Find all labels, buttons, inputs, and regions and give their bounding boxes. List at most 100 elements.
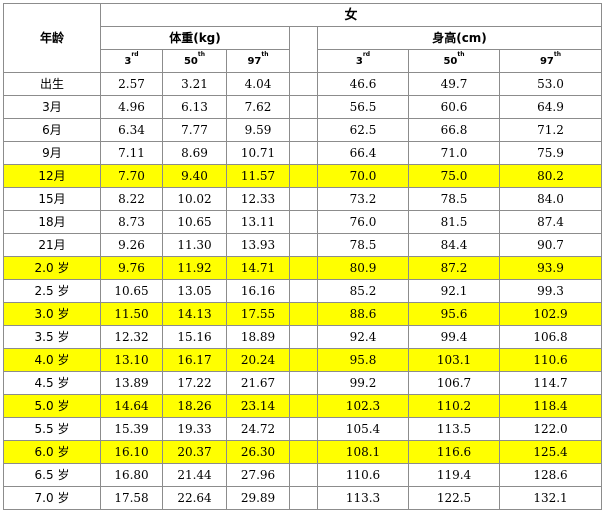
weight-p3-cell: 13.10 bbox=[100, 348, 163, 372]
gap-cell bbox=[289, 279, 318, 303]
weight-p97-cell: 11.57 bbox=[226, 164, 290, 188]
age-cell: 6.5 岁 bbox=[3, 463, 101, 487]
gap-header bbox=[289, 26, 318, 73]
height-p3-cell: 80.9 bbox=[317, 256, 409, 280]
weight-p50-cell: 6.13 bbox=[162, 95, 227, 119]
age-cell: 3.5 岁 bbox=[3, 325, 101, 349]
weight-header: 体重(kg) bbox=[100, 26, 290, 50]
age-cell: 5.0 岁 bbox=[3, 394, 101, 418]
weight-p3-cell: 9.26 bbox=[100, 233, 163, 257]
height-p3-header: 3rd bbox=[317, 49, 409, 73]
height-p97-cell: 64.9 bbox=[498, 95, 603, 119]
weight-p97-cell: 12.33 bbox=[226, 187, 290, 211]
table-row: 4.0 岁 13.10 16.17 20.24 95.8 103.1 110.6 bbox=[3, 348, 603, 372]
height-p3-cell: 78.5 bbox=[317, 233, 409, 257]
height-p97-cell: 128.6 bbox=[498, 463, 603, 487]
weight-p97-cell: 23.14 bbox=[226, 394, 290, 418]
gap-cell bbox=[289, 348, 318, 372]
table-body: 出生 2.57 3.21 4.04 46.6 49.7 53.0 3月 4.96 6.13 7.62… bbox=[3, 72, 603, 510]
age-cell: 3月 bbox=[3, 95, 101, 119]
table-row: 9月 7.11 8.69 10.71 66.4 71.0 75.9 bbox=[3, 141, 603, 165]
height-p50-cell: 119.4 bbox=[408, 463, 500, 487]
age-cell: 出生 bbox=[3, 72, 101, 96]
weight-p50-cell: 11.30 bbox=[162, 233, 227, 257]
height-p97-cell: 93.9 bbox=[498, 256, 603, 280]
gap-cell bbox=[289, 325, 318, 349]
weight-p3-cell: 4.96 bbox=[100, 95, 163, 119]
gap-cell bbox=[289, 210, 318, 234]
gap-cell bbox=[289, 463, 318, 487]
height-p97-cell: 122.0 bbox=[498, 417, 603, 441]
table-row: 3月 4.96 6.13 7.62 56.5 60.6 64.9 bbox=[3, 95, 603, 119]
height-p3-cell: 70.0 bbox=[317, 164, 409, 188]
gap-cell bbox=[289, 440, 318, 464]
weight-p50-header: 50th bbox=[162, 49, 227, 73]
weight-p50-cell: 20.37 bbox=[162, 440, 227, 464]
age-cell: 6月 bbox=[3, 118, 101, 142]
gap-cell bbox=[289, 187, 318, 211]
weight-p3-cell: 2.57 bbox=[100, 72, 163, 96]
age-cell: 3.0 岁 bbox=[3, 302, 101, 326]
height-p97-cell: 71.2 bbox=[498, 118, 603, 142]
weight-p3-cell: 14.64 bbox=[100, 394, 163, 418]
weight-p3-cell: 13.89 bbox=[100, 371, 163, 395]
weight-p97-cell: 7.62 bbox=[226, 95, 290, 119]
height-p50-cell: 71.0 bbox=[408, 141, 500, 165]
weight-p50-cell: 10.65 bbox=[162, 210, 227, 234]
gap-cell bbox=[289, 417, 318, 441]
weight-p3-cell: 11.50 bbox=[100, 302, 163, 326]
weight-p97-cell: 10.71 bbox=[226, 141, 290, 165]
weight-p50-cell: 18.26 bbox=[162, 394, 227, 418]
height-p3-cell: 88.6 bbox=[317, 302, 409, 326]
height-p97-cell: 90.7 bbox=[498, 233, 603, 257]
sex-header: 女 bbox=[99, 3, 603, 27]
growth-table: 年龄 女 体重(kg) 身高(cm) 3rd 50th 97th 3rd 50t… bbox=[3, 3, 603, 510]
height-p97-cell: 87.4 bbox=[498, 210, 603, 234]
weight-p97-cell: 13.11 bbox=[226, 210, 290, 234]
height-p97-cell: 75.9 bbox=[498, 141, 603, 165]
height-p97-cell: 80.2 bbox=[498, 164, 603, 188]
height-p3-cell: 105.4 bbox=[317, 417, 409, 441]
weight-p50-cell: 17.22 bbox=[162, 371, 227, 395]
height-p50-cell: 110.2 bbox=[408, 394, 500, 418]
height-p50-cell: 81.5 bbox=[408, 210, 500, 234]
weight-p3-cell: 12.32 bbox=[100, 325, 163, 349]
height-p97-cell: 99.3 bbox=[498, 279, 603, 303]
gap-cell bbox=[289, 256, 318, 280]
weight-p97-cell: 13.93 bbox=[226, 233, 290, 257]
weight-p3-cell: 15.39 bbox=[100, 417, 163, 441]
weight-p97-cell: 14.71 bbox=[226, 256, 290, 280]
height-p50-cell: 113.5 bbox=[408, 417, 500, 441]
height-p50-cell: 99.4 bbox=[408, 325, 500, 349]
table-row: 2.5 岁 10.65 13.05 16.16 85.2 92.1 99.3 bbox=[3, 279, 603, 303]
height-p50-cell: 106.7 bbox=[408, 371, 500, 395]
height-p50-cell: 60.6 bbox=[408, 95, 500, 119]
height-p50-cell: 92.1 bbox=[408, 279, 500, 303]
height-p3-cell: 62.5 bbox=[317, 118, 409, 142]
weight-p97-cell: 24.72 bbox=[226, 417, 290, 441]
height-p50-cell: 95.6 bbox=[408, 302, 500, 326]
weight-p50-cell: 21.44 bbox=[162, 463, 227, 487]
weight-p97-cell: 29.89 bbox=[226, 486, 290, 510]
weight-p3-cell: 16.10 bbox=[100, 440, 163, 464]
age-cell: 9月 bbox=[3, 141, 101, 165]
weight-p50-cell: 19.33 bbox=[162, 417, 227, 441]
height-p3-cell: 66.4 bbox=[317, 141, 409, 165]
height-header: 身高(cm) bbox=[316, 26, 603, 50]
weight-p50-cell: 9.40 bbox=[162, 164, 227, 188]
height-p3-cell: 85.2 bbox=[317, 279, 409, 303]
weight-p97-header: 97th bbox=[226, 49, 290, 73]
height-p50-cell: 84.4 bbox=[408, 233, 500, 257]
height-p97-cell: 132.1 bbox=[498, 486, 603, 510]
weight-p50-cell: 16.17 bbox=[162, 348, 227, 372]
age-cell: 12月 bbox=[3, 164, 101, 188]
weight-p3-cell: 17.58 bbox=[100, 486, 163, 510]
height-p3-cell: 113.3 bbox=[317, 486, 409, 510]
height-p97-cell: 102.9 bbox=[498, 302, 603, 326]
weight-p3-cell: 10.65 bbox=[100, 279, 163, 303]
age-cell: 4.0 岁 bbox=[3, 348, 101, 372]
height-p3-cell: 95.8 bbox=[317, 348, 409, 372]
age-cell: 2.0 岁 bbox=[3, 256, 101, 280]
height-p97-cell: 106.8 bbox=[498, 325, 603, 349]
weight-p50-cell: 10.02 bbox=[162, 187, 227, 211]
